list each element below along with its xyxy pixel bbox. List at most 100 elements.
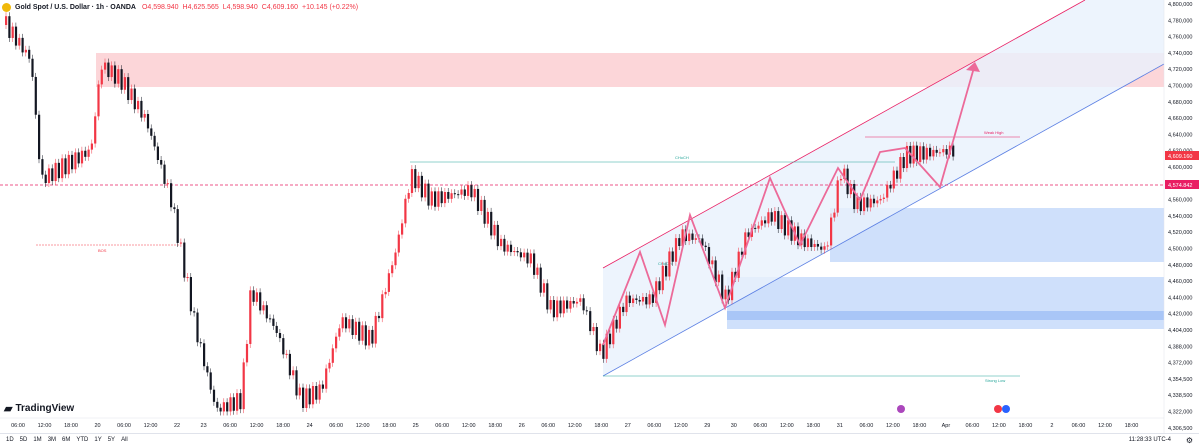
time-tick-label: 06:00 (647, 423, 661, 429)
candle-body (674, 238, 678, 262)
candle-body (245, 343, 249, 363)
time-tick-label: 22 (174, 423, 180, 429)
price-tick-label: 4,640,000 (1168, 132, 1192, 138)
range-1d[interactable]: 1D (6, 437, 14, 443)
candle-body (701, 238, 704, 246)
candle-body (434, 191, 437, 207)
flag-icon-us-2[interactable] (1002, 405, 1010, 413)
candle-body (915, 145, 918, 163)
candle-body (783, 215, 786, 236)
time-tick-label: 18:00 (382, 423, 396, 429)
candle-body (523, 252, 526, 258)
candle-body (595, 326, 598, 352)
tradingview-logo[interactable]: ▰ TradingView (4, 402, 74, 415)
candle-body (110, 65, 113, 78)
demand-zone-lower (727, 277, 1164, 329)
candle-body (170, 183, 173, 208)
time-axis[interactable]: 06:00 12:00 18:00 20 06:00 12:00 22 23 06:00 12:0… (11, 423, 1138, 429)
candle-body (671, 251, 674, 262)
candle-body (849, 183, 852, 195)
candle-body (886, 184, 889, 198)
candle-body (486, 211, 489, 224)
range-all[interactable]: All (121, 437, 128, 443)
price-tick-label: 4,440,000 (1168, 295, 1192, 301)
candle-body (427, 183, 430, 206)
time-tick-label: 12:00 (462, 423, 476, 429)
candle-body (222, 402, 225, 412)
range-1y[interactable]: 1Y (94, 437, 102, 443)
candle-body (67, 154, 70, 175)
candle-body (94, 116, 97, 144)
price-tick-label: 4,540,000 (1168, 214, 1192, 220)
candle-body (143, 113, 146, 118)
range-6m[interactable]: 6M (62, 437, 71, 443)
price-tick-label: 4,500,000 (1168, 247, 1192, 253)
settings-gear-icon[interactable]: ⚙ (1185, 435, 1193, 445)
candle-body (219, 407, 222, 412)
price-chart[interactable]: CHoCH Weak High Strong Low BOS CHoCH 4,8… (0, 0, 1199, 433)
candle-body (295, 370, 298, 396)
range-5y[interactable]: 5Y (107, 437, 116, 443)
clock-display[interactable]: 11:28:33 UTC-4 (1128, 437, 1171, 443)
candle-body (704, 245, 707, 248)
range-ytd[interactable]: YTD (76, 437, 89, 443)
range-5d[interactable]: 5D (19, 437, 28, 443)
candle-body (97, 84, 100, 117)
candle-body (866, 197, 869, 208)
candle-body (453, 193, 456, 195)
candle-body (513, 251, 516, 253)
time-tick-label: 12:00 (992, 423, 1006, 429)
candle-body (318, 384, 321, 400)
candle-body (87, 149, 90, 157)
ascending-channel (603, 0, 1164, 376)
candle-body (509, 244, 513, 253)
time-tick-label: 18:00 (64, 423, 78, 429)
candle-body (64, 158, 67, 175)
candle-body (272, 318, 275, 326)
flag-icon-us-1[interactable] (994, 405, 1002, 413)
candle-body (770, 212, 773, 222)
candle-body (305, 388, 308, 408)
price-tick-label: 4,420,000 (1168, 312, 1192, 318)
candle-body (216, 401, 219, 408)
candle-body (952, 145, 955, 157)
candle-body (269, 318, 272, 320)
time-tick-label: 06:00 (541, 423, 555, 429)
event-icon[interactable] (897, 405, 905, 413)
time-tick-label: 06:00 (329, 423, 343, 429)
candle-body (863, 197, 866, 212)
candle-body (721, 274, 724, 300)
candle-body (437, 191, 440, 207)
range-1m[interactable]: 1M (33, 437, 42, 443)
candle-body (31, 58, 34, 77)
candle-body (839, 178, 843, 181)
candle-body (430, 191, 433, 206)
candle-body (503, 238, 506, 252)
range-3m[interactable]: 3M (47, 437, 57, 443)
candle-body (133, 88, 136, 110)
candle-body (608, 333, 612, 345)
candle-body (179, 242, 183, 244)
symbol-title[interactable]: Gold Spot / U.S. Dollar · 1h · OANDA (15, 3, 136, 11)
candle-body (328, 362, 331, 369)
candle-body (173, 207, 176, 210)
price-axis[interactable]: 4,800,000 4,780,000 4,760,000 4,740,000 4,72… (1168, 2, 1192, 432)
time-tick-label: 12:00 (250, 423, 264, 429)
price-tick-label: 4,780,000 (1168, 18, 1192, 24)
candle-body (618, 306, 621, 329)
candle-body (882, 197, 885, 199)
time-tick-label: 06:00 (1072, 423, 1086, 429)
candle-body (311, 385, 315, 405)
candle-body (747, 232, 750, 237)
candle-body (394, 252, 397, 266)
candle-body (341, 317, 344, 329)
candle-body (935, 149, 938, 153)
candle-body (249, 290, 252, 344)
weak-high-label: Weak High (984, 130, 1004, 135)
candle-body (146, 113, 150, 129)
candle-body (117, 69, 120, 84)
candle-body (552, 300, 555, 318)
candle-body (38, 114, 41, 160)
time-tick-label: 06:00 (223, 423, 237, 429)
candle-body (589, 311, 592, 332)
